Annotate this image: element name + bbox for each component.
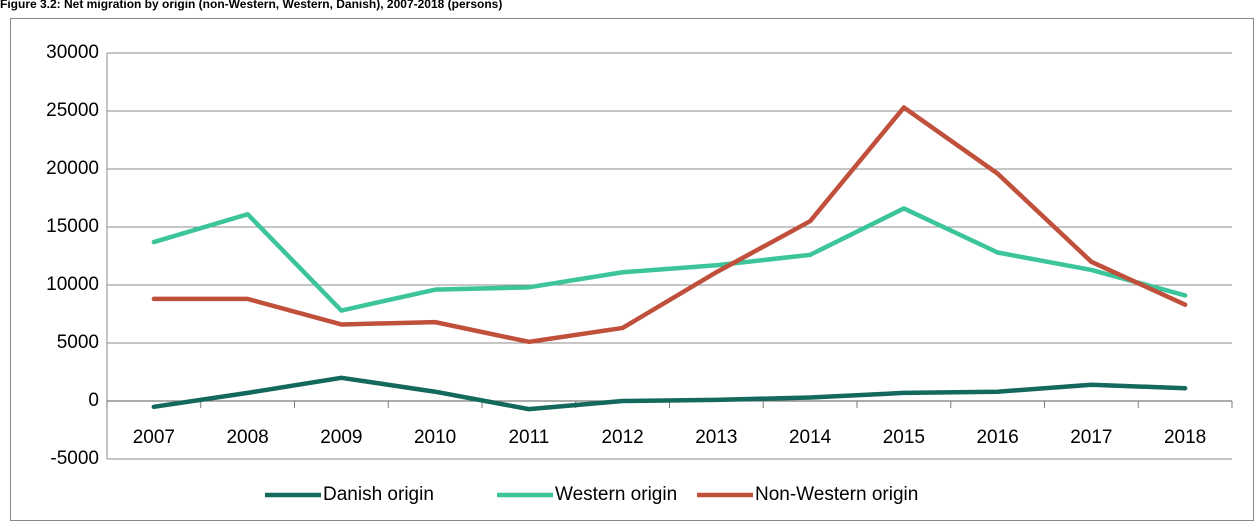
legend-label: Danish origin (323, 484, 434, 505)
y-tick-label: 25000 (46, 100, 99, 121)
x-tick-label: 2012 (601, 427, 643, 448)
x-tick-label: 2015 (883, 427, 925, 448)
series-line (151, 206, 1188, 313)
series-line (151, 375, 1188, 412)
x-tick-label: 2018 (1164, 427, 1206, 448)
x-tick-label: 2017 (1070, 427, 1112, 448)
y-tick-label: 5000 (57, 332, 99, 353)
legend-label: Non-Western origin (755, 484, 918, 505)
y-tick-label: 20000 (46, 158, 99, 179)
series-line (151, 105, 1188, 345)
y-tick-label: -5000 (50, 448, 99, 469)
y-tick-label: 10000 (46, 274, 99, 295)
chart-title: Figure 3.2: Net migration by origin (non… (0, 0, 502, 11)
x-tick-label: 2011 (508, 427, 549, 448)
x-tick-label: 2016 (976, 427, 1018, 448)
legend-label: Western origin (555, 484, 677, 505)
y-tick-label: 30000 (46, 42, 99, 63)
x-tick-label: 2009 (320, 427, 362, 448)
x-tick-label: 2014 (789, 427, 832, 448)
y-tick-label: 15000 (46, 216, 99, 237)
x-tick-label: 2013 (695, 427, 737, 448)
x-tick-label: 2007 (133, 427, 175, 448)
x-tick-label: 2010 (414, 427, 456, 448)
x-tick-label: 2008 (226, 427, 268, 448)
y-tick-label: 0 (88, 390, 99, 411)
